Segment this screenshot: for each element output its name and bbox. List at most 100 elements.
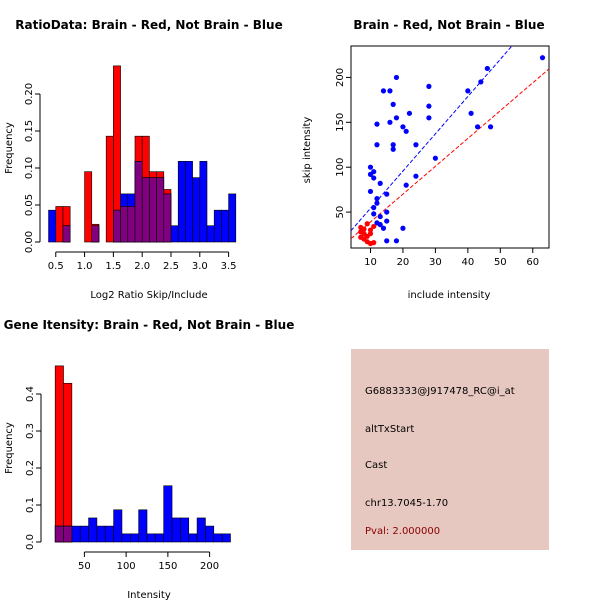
scatter-point-not-brain [413, 142, 419, 148]
scatter-point-not-brain [400, 124, 406, 130]
scatter-y-tick-label: 200 [335, 68, 346, 87]
intensity-bar-not-brain [130, 533, 139, 543]
scatter-point-not-brain [468, 110, 474, 116]
scatter-y-tick-label: 100 [335, 158, 346, 177]
intensity-histogram-title: Gene Itensity: Brain - Red, Not Brain - … [4, 318, 295, 332]
scatter-point-not-brain [384, 209, 390, 215]
ratio-bar-overlap [134, 161, 143, 243]
ratio-bar-not-brain [170, 225, 179, 243]
scatter-point-not-brain [413, 173, 419, 179]
intensity-bar-not-brain [138, 509, 148, 543]
intensity-bar-not-brain [205, 525, 215, 543]
gene-name-text: Cast [365, 460, 388, 471]
location-text: chr13.7045-1.70 [365, 498, 449, 509]
intensity-histogram-ylabel: Frequency [4, 422, 15, 474]
scatter-point-brain [361, 226, 367, 232]
intensity-bar-not-brain [88, 517, 98, 543]
scatter-panel: Brain - Red, Not Brain - Blue include in… [302, 18, 550, 301]
scatter-point-not-brain [377, 180, 383, 186]
intensity-bar-not-brain [213, 533, 223, 543]
ratio-y-tick-label: 0.05 [24, 194, 35, 216]
intensity-bar-not-brain [71, 525, 81, 543]
scatter-point-not-brain [380, 225, 387, 231]
scatter-point-not-brain [390, 142, 396, 148]
ratio-x-tick-label: 1.5 [105, 261, 121, 272]
scatter-point-not-brain [426, 103, 432, 109]
scatter-point-not-brain [400, 225, 406, 231]
intensity-bar-not-brain [146, 533, 156, 543]
scatter-point-not-brain [371, 205, 377, 211]
ratio-x-tick-label: 2.5 [163, 261, 179, 272]
probe-info-panel: G6883333@J917478_RC@i_at altTxStart Cast… [351, 349, 549, 550]
scatter-point-not-brain [390, 101, 396, 107]
scatter-point-not-brain [371, 175, 377, 181]
scatter-point-not-brain [387, 119, 393, 125]
scatter-point-brain [367, 227, 374, 233]
scatter-title: Brain - Red, Not Brain - Blue [353, 18, 544, 32]
scatter-point-not-brain [474, 124, 481, 130]
scatter-point-not-brain [380, 88, 387, 94]
ratio-bar-not-brain [206, 225, 215, 243]
ratio-bar-overlap [149, 177, 157, 243]
ratio-bar-not-brain [221, 209, 229, 243]
ratio-x-tick-label: 2.0 [134, 261, 150, 272]
scatter-point-not-brain [367, 188, 374, 195]
scatter-point-not-brain [371, 169, 377, 175]
ratio-bar-not-brain [199, 161, 208, 243]
scatter-point-not-brain [374, 200, 380, 206]
scatter-point-not-brain [484, 65, 490, 72]
scatter-point-brain [367, 231, 374, 237]
intensity-histogram-panel: Gene Itensity: Brain - Red, Not Brain - … [4, 318, 295, 600]
ratio-bar-overlap [127, 206, 136, 243]
ratio-histogram-bars [48, 65, 237, 243]
ratio-x-tick-label: 0.5 [48, 261, 64, 272]
intensity-bar-not-brain [104, 525, 114, 543]
ratio-y-tick-label: 0.15 [24, 120, 35, 142]
scatter-point-not-brain [384, 238, 390, 244]
scatter-fit-line-not-brain [350, 45, 513, 232]
scatter-point-not-brain [387, 88, 393, 94]
ratio-bar-not-brain [192, 177, 201, 243]
scatter-point-not-brain [371, 211, 377, 217]
scatter-axes: 10 20 30 40 50 60 50 100 150 200 [335, 68, 539, 268]
ratio-histogram-panel: RatioData: Brain - Red, Not Brain - Blue… [4, 18, 283, 301]
ratio-bar-brain [105, 135, 114, 243]
intensity-bar-not-brain [121, 533, 131, 543]
scatter-x-tick-label: 40 [461, 257, 474, 268]
intensity-y-tick-label: 0.1 [25, 497, 36, 513]
scatter-point-brain [364, 221, 370, 227]
scatter-point-not-brain [403, 182, 409, 188]
ratio-bar-overlap [62, 225, 71, 243]
intensity-bar-overlap [63, 525, 73, 543]
intensity-bar-not-brain [79, 525, 89, 543]
intensity-bar-brain [63, 382, 73, 543]
scatter-point-not-brain [487, 124, 494, 130]
scatter-point-not-brain [432, 155, 438, 161]
ratio-bar-brain [55, 206, 64, 243]
intensity-y-tick-label: 0.4 [25, 386, 36, 402]
scatter-fit-lines [350, 45, 550, 240]
scatter-x-tick-label: 50 [494, 257, 507, 268]
intensity-x-tick-label: 50 [78, 561, 91, 572]
intensity-histogram-axes: 50 100 150 200 0.0 0.1 0.2 0.3 0.4 [25, 386, 219, 572]
intensity-x-tick-label: 200 [200, 561, 219, 572]
scatter-point-brain [371, 223, 377, 230]
intensity-x-tick-label: 100 [117, 561, 136, 572]
scatter-point-not-brain [377, 222, 383, 228]
ratio-bar-brain [84, 171, 93, 243]
intensity-bar-not-brain [221, 533, 231, 543]
scatter-point-not-brain [377, 213, 383, 220]
intensity-y-tick-label: 0.0 [25, 534, 36, 550]
pval-text: Pval: 2.000000 [365, 526, 441, 537]
ratio-y-tick-label: 0.10 [24, 157, 35, 179]
scatter-point-not-brain [390, 146, 396, 152]
ratio-histogram-xlabel: Log2 Ratio Skip/Include [90, 290, 207, 301]
scatter-y-tick-label: 150 [335, 113, 346, 132]
scatter-point-not-brain [426, 115, 432, 121]
intensity-y-tick-label: 0.2 [25, 460, 36, 476]
scatter-x-tick-label: 60 [526, 257, 539, 268]
scatter-xlabel: include intensity [408, 290, 491, 301]
ratio-histogram-axes: 0.5 1.0 1.5 2.0 2.5 3.0 3.5 0.00 0.05 0.10 0.15 0.2… [24, 83, 237, 272]
intensity-bar-not-brain [155, 533, 164, 543]
ratio-bar-not-brain [228, 193, 237, 243]
